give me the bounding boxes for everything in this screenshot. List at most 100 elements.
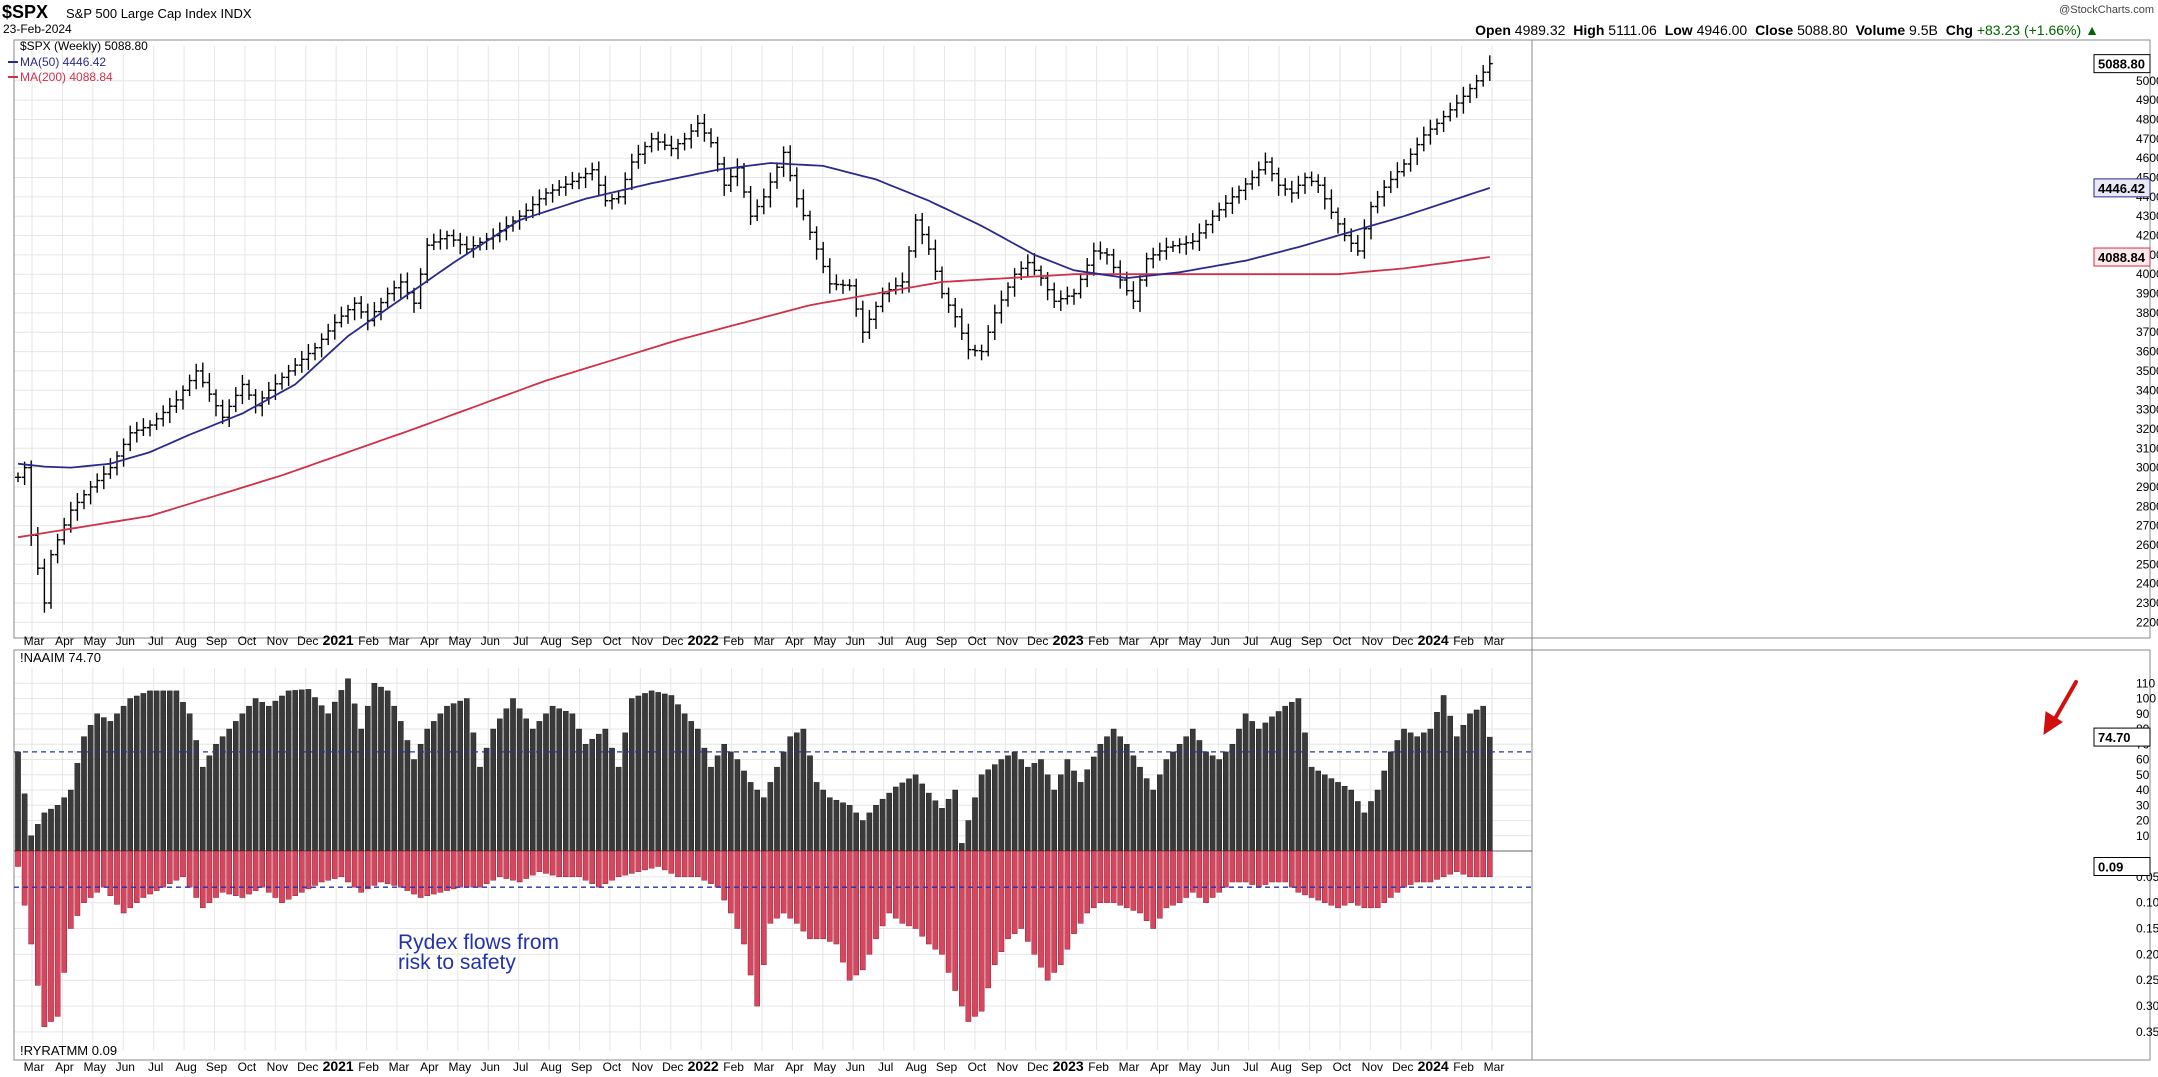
- naaim-bar: [662, 693, 668, 852]
- ryrat-bar: [41, 850, 48, 1027]
- naaim-bar: [523, 718, 529, 852]
- naaim-bar: [1216, 759, 1222, 852]
- naaim-bar: [259, 702, 266, 852]
- naaim-bar: [1143, 778, 1150, 852]
- naaim-bar: [840, 802, 846, 852]
- x-tick-label: Aug: [1270, 1060, 1291, 1074]
- naaim-bar: [1117, 736, 1123, 852]
- x-tick-label: Jul: [878, 1060, 893, 1074]
- ryrat-bar: [1328, 850, 1335, 906]
- ryrat-bar: [351, 850, 358, 888]
- naaim-bar: [1051, 789, 1057, 852]
- ryrat-bar: [490, 850, 497, 881]
- ryrat-bar: [820, 850, 826, 940]
- x-tick-label: May: [1178, 634, 1201, 648]
- naaim-bar: [912, 774, 919, 852]
- ryrat-bar: [457, 850, 464, 888]
- naaim-bar: [926, 792, 932, 852]
- naaim-bar: [1064, 759, 1071, 852]
- ryrat-bar: [1044, 850, 1051, 981]
- ryrat-bar: [1486, 850, 1493, 878]
- ryrat-bar: [100, 850, 107, 888]
- naaim-bar: [1480, 705, 1486, 852]
- x-tick-label: Nov: [267, 634, 288, 648]
- naaim-bar: [444, 705, 450, 852]
- naaim-bar: [1163, 759, 1170, 852]
- ryrat-bar: [1335, 850, 1341, 909]
- naaim-bar: [860, 820, 866, 852]
- ryrat-bar: [629, 850, 635, 874]
- x-tick-label: Apr: [55, 634, 74, 648]
- ryrat-bar: [206, 850, 213, 903]
- naaim-bar: [1407, 732, 1414, 852]
- naaim-bar: [1236, 728, 1242, 852]
- ryrat-bar: [127, 850, 133, 909]
- price-tick-label: 4200: [2136, 229, 2158, 243]
- naaim-bar: [972, 797, 978, 852]
- reference-lines: [14, 751, 1532, 888]
- ma200-value-badge: 4088.84: [2098, 250, 2146, 265]
- ryrat-bar: [622, 850, 628, 876]
- chg-value: +83.23 (+1.66%): [1976, 22, 2082, 38]
- ryrat-bar: [846, 850, 853, 981]
- ryrat-bar: [1440, 850, 1447, 878]
- x-tick-label: Aug: [905, 1060, 926, 1074]
- x-tick-label: Feb: [358, 634, 379, 648]
- naaim-bar: [1420, 732, 1427, 852]
- ryrat-bar: [1427, 850, 1434, 883]
- x-tick-label: Dec: [297, 1060, 318, 1074]
- naaim-bar: [318, 705, 325, 852]
- arrow-head: [2043, 711, 2063, 735]
- ryrat-bar: [893, 850, 899, 919]
- ryrat-bar: [21, 850, 28, 906]
- naaim-bar: [1110, 728, 1117, 852]
- naaim-bar: [338, 690, 345, 852]
- ryrat-bar: [695, 850, 701, 878]
- ryrat-bar: [510, 850, 516, 881]
- ryrat-bar: [338, 850, 345, 878]
- ryrat-value-badge: 0.09: [2098, 860, 2123, 875]
- ryrat-bar: [1143, 850, 1150, 921]
- x-tick-label: 2024: [1418, 1058, 1449, 1074]
- naaim-tick-label: 90: [2136, 707, 2150, 721]
- x-tick-label: Feb: [1088, 634, 1109, 648]
- naaim-bar: [543, 713, 549, 852]
- ryrat-bar: [1453, 850, 1460, 872]
- ryrat-bar: [1414, 850, 1420, 883]
- ryrat-bar: [926, 850, 932, 945]
- ma200-line: [17, 256, 1490, 539]
- ryrat-bar: [965, 850, 972, 1022]
- ryrat-bar: [74, 850, 81, 916]
- ryrat-bar: [173, 850, 180, 881]
- ryrat-bar: [576, 850, 582, 878]
- x-tick-label: Feb: [358, 1060, 379, 1074]
- ryrat-bar: [67, 850, 74, 929]
- naaim-bar: [1434, 712, 1440, 852]
- ryrat-bar: [681, 850, 688, 878]
- ryrat-bar: [985, 850, 991, 989]
- naaim-bar: [1447, 715, 1453, 852]
- ryrat-bar: [477, 850, 483, 888]
- ryrat-bar: [886, 850, 892, 914]
- naaim-bar: [503, 708, 510, 852]
- naaim-bar: [1348, 789, 1354, 852]
- naaim-bar: [510, 698, 516, 852]
- naaim-bar: [1123, 744, 1130, 852]
- ryrat-bar: [470, 850, 477, 888]
- naaim-bar: [932, 800, 939, 852]
- naaim-bar: [351, 703, 358, 852]
- naaim-bar: [1249, 721, 1255, 852]
- ryrat-bar: [1473, 850, 1480, 878]
- ryrat-bar: [747, 850, 754, 976]
- ryrat-bar: [186, 850, 193, 888]
- price-tick-label: 2300: [2136, 596, 2158, 610]
- ryrat-bar: [417, 850, 424, 898]
- x-tick-label: Jun: [481, 634, 500, 648]
- high-label: High: [1573, 22, 1605, 38]
- naaim-bar: [1137, 766, 1143, 852]
- naaim-bar: [767, 782, 774, 852]
- x-tick-label: Mar: [1119, 1060, 1140, 1074]
- chg-up-icon: ▲: [2085, 22, 2099, 38]
- naaim-bar: [1295, 698, 1302, 852]
- naaim-bar: [67, 789, 74, 852]
